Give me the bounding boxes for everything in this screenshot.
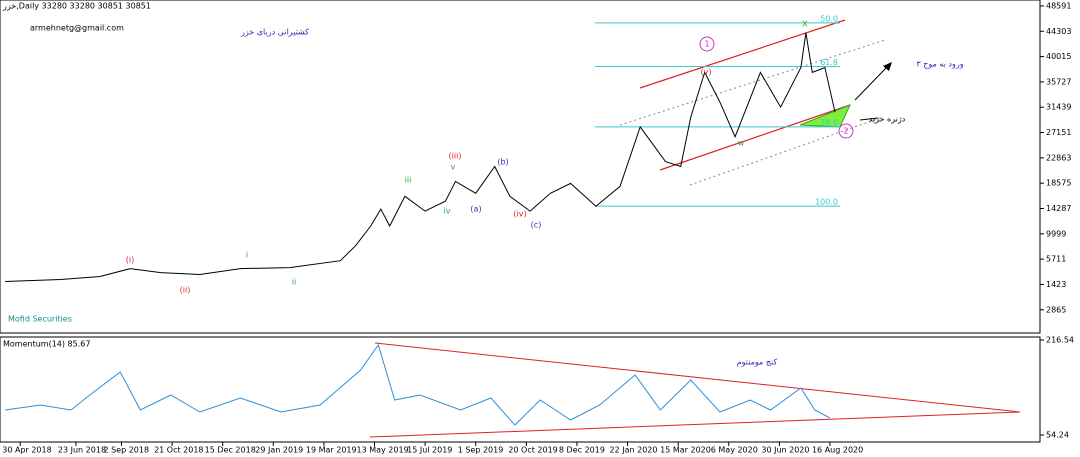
annotation: iii bbox=[405, 176, 412, 185]
y-tick-label: 48591 bbox=[1046, 1, 1071, 10]
channel-line bbox=[639, 19, 846, 89]
annotation: (iv) bbox=[513, 210, 526, 219]
y-tick-label: 216.54 bbox=[1046, 336, 1074, 345]
x-tick-label: 15 Mar 2020 bbox=[660, 446, 711, 455]
series-line bbox=[5, 32, 836, 282]
annotation: 2 bbox=[843, 127, 848, 136]
arrow bbox=[859, 117, 879, 121]
channel-line bbox=[659, 104, 851, 171]
annotation: 1 bbox=[704, 40, 709, 49]
fib-level-label: 50.0 bbox=[820, 14, 838, 23]
channel-line bbox=[689, 117, 881, 186]
arrow bbox=[854, 65, 889, 101]
channel-line bbox=[619, 39, 886, 126]
y-tick-label: 35727 bbox=[1046, 77, 1071, 86]
wave-circle bbox=[699, 36, 715, 52]
y-tick-label: 2865 bbox=[1046, 305, 1066, 314]
fib-level-label: 61.8 bbox=[820, 58, 838, 67]
x-tick-label: 22 Jan 2020 bbox=[610, 446, 658, 455]
fib-level-label: 78.6 bbox=[820, 118, 838, 127]
annotation: (v) bbox=[701, 68, 712, 77]
fib-level-label: 100.0 bbox=[815, 198, 838, 207]
y-tick-label: 31439 bbox=[1046, 103, 1071, 112]
y-tick-label: 54.24 bbox=[1046, 430, 1069, 439]
annotation: کشتیرانی دریای خزر bbox=[240, 28, 309, 37]
annotation: Mofid Securities bbox=[8, 315, 72, 324]
annotation: کنج مومنتوم bbox=[737, 358, 778, 367]
annotation: (iii) bbox=[449, 152, 462, 161]
x-tick-label: 30 Jun 2020 bbox=[761, 446, 809, 455]
annotation: w bbox=[738, 139, 745, 148]
annotation: (ii) bbox=[180, 286, 191, 295]
y-tick-label: 9999 bbox=[1046, 229, 1066, 238]
annotation: ii bbox=[292, 278, 296, 287]
annotation: (b) bbox=[497, 158, 508, 167]
x-tick-label: 15 Dec 2018 bbox=[205, 446, 256, 455]
y-tick-label: 27151 bbox=[1046, 128, 1071, 137]
y-tick-label: 14287 bbox=[1046, 204, 1071, 213]
trend-line bbox=[374, 342, 1021, 413]
x-tick-label: 8 Dec 2019 bbox=[559, 446, 605, 455]
x-tick-label: 29 Jan 2019 bbox=[255, 446, 303, 455]
annotation: (a) bbox=[470, 205, 481, 214]
x-tick-label: 19 Mar 2019 bbox=[306, 446, 357, 455]
panel-title: خزر,Daily 33280 33280 30851 30851 bbox=[2, 2, 151, 11]
y-tick-label: 18575 bbox=[1046, 179, 1071, 188]
x-tick-label: 1 Sep 2019 bbox=[458, 446, 504, 455]
momentum-panel bbox=[0, 336, 1041, 443]
x-tick-label: 16 Aug 2020 bbox=[812, 446, 863, 455]
arrow-head bbox=[883, 62, 892, 71]
x-tick-label: 13 May 2019 bbox=[357, 446, 409, 455]
wave-circle bbox=[838, 123, 854, 139]
x-tick-label: 23 Jun 2018 bbox=[58, 446, 106, 455]
annotation: v bbox=[451, 163, 456, 172]
annotation: دژنره خرید bbox=[869, 115, 906, 124]
x-tick-label: 6 May 2020 bbox=[711, 446, 758, 455]
annotation: armehnetg@gmail.com bbox=[30, 24, 124, 33]
annotation: (c) bbox=[531, 221, 542, 230]
panel-title: Momentum(14) 85.67 bbox=[3, 340, 90, 349]
annotation: (i) bbox=[126, 256, 134, 265]
x-tick-label: 21 Oct 2018 bbox=[154, 446, 203, 455]
series-line bbox=[5, 343, 831, 426]
x-tick-label: 2 Sep 2018 bbox=[103, 446, 149, 455]
price-panel bbox=[0, 0, 1041, 334]
y-tick-label: 40015 bbox=[1046, 52, 1071, 61]
y-tick-label: 44303 bbox=[1046, 27, 1071, 36]
buy-zone bbox=[799, 104, 851, 128]
annotation: iv bbox=[444, 207, 451, 216]
y-tick-label: 22863 bbox=[1046, 153, 1071, 162]
x-tick-label: 30 Apr 2018 bbox=[2, 446, 51, 455]
annotation: ورود به موج ۳ bbox=[916, 60, 963, 69]
x-tick-label: 15 Jul 2019 bbox=[407, 446, 452, 455]
trend-line bbox=[369, 411, 1021, 438]
annotation: X bbox=[802, 20, 808, 29]
x-tick-label: 20 Oct 2019 bbox=[508, 446, 557, 455]
y-tick-label: 5711 bbox=[1046, 255, 1066, 264]
y-tick-label: 1423 bbox=[1046, 280, 1066, 289]
annotation: i bbox=[246, 251, 248, 260]
